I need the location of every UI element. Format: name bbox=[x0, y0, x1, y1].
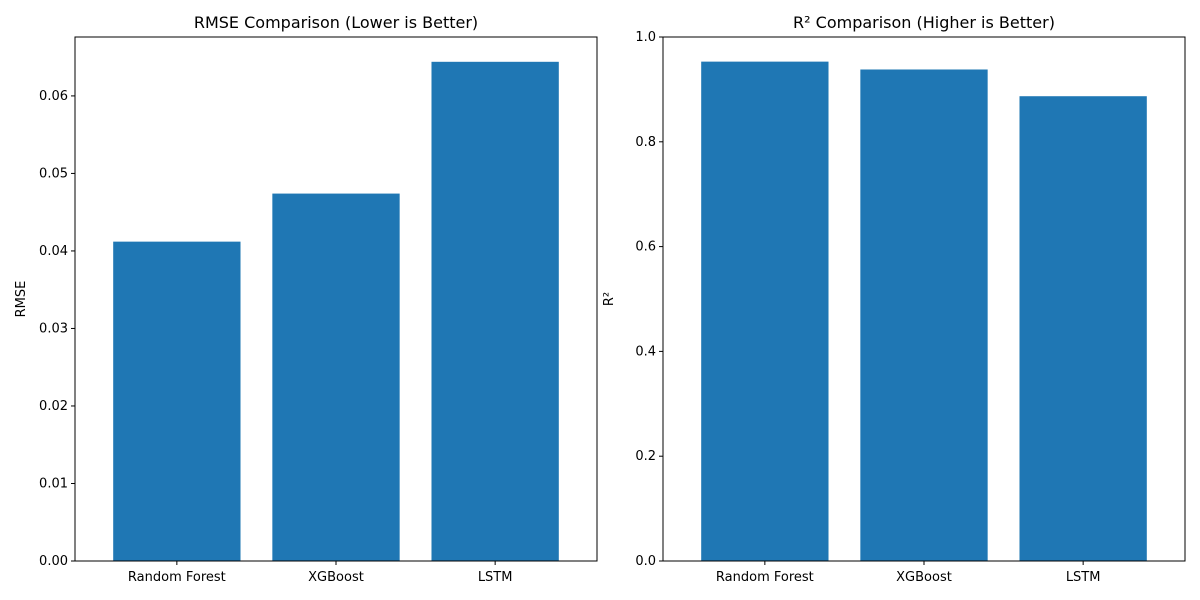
y-tick-label: 0.05 bbox=[39, 166, 68, 181]
y-tick-label: 0.6 bbox=[635, 240, 656, 255]
x-tick-label: LSTM bbox=[1066, 570, 1101, 585]
bar-xgboost bbox=[272, 193, 400, 561]
y-tick-label: 0.04 bbox=[39, 244, 68, 259]
bar-lstm bbox=[431, 61, 559, 561]
y-axis-label: RMSE bbox=[14, 281, 29, 318]
bar-random-forest bbox=[113, 241, 241, 562]
y-tick-label: 0.00 bbox=[39, 554, 68, 569]
y-tick-label: 1.0 bbox=[635, 30, 656, 45]
x-tick-label: Random Forest bbox=[716, 570, 814, 585]
x-tick-label: XGBoost bbox=[896, 570, 952, 585]
y-tick-label: 0.06 bbox=[39, 89, 68, 104]
chart-title: R² Comparison (Higher is Better) bbox=[793, 13, 1055, 32]
y-tick-label: 0.2 bbox=[635, 449, 656, 464]
bar-random-forest bbox=[701, 61, 829, 562]
y-tick-label: 0.0 bbox=[635, 554, 656, 569]
x-tick-label: LSTM bbox=[478, 570, 513, 585]
y-tick-label: 0.01 bbox=[39, 476, 68, 491]
x-tick-label: Random Forest bbox=[128, 570, 226, 585]
bar-xgboost bbox=[860, 69, 988, 561]
y-tick-label: 0.03 bbox=[39, 321, 68, 336]
y-tick-label: 0.8 bbox=[635, 135, 656, 150]
chart-title: RMSE Comparison (Lower is Better) bbox=[194, 13, 478, 32]
y-tick-label: 0.4 bbox=[635, 344, 656, 359]
bar-lstm bbox=[1019, 96, 1147, 561]
y-axis-label: R² bbox=[602, 292, 617, 306]
y-tick-label: 0.02 bbox=[39, 399, 68, 414]
x-tick-label: XGBoost bbox=[308, 570, 364, 585]
